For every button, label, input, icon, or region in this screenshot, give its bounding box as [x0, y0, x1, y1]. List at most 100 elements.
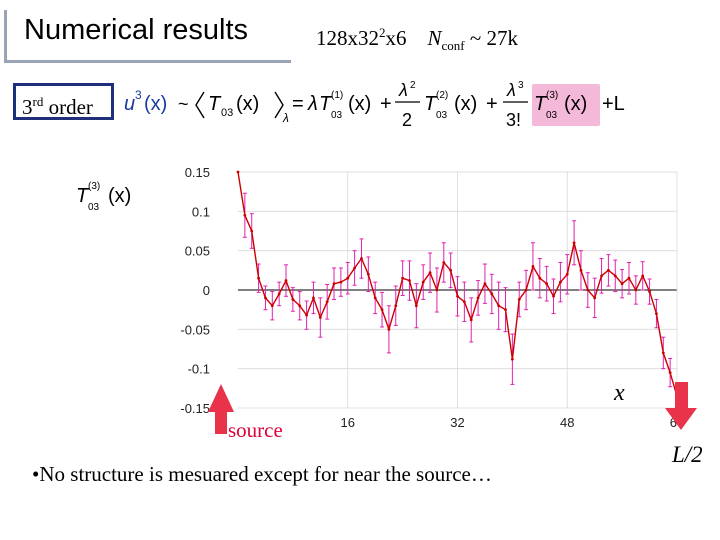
data-point	[449, 268, 453, 272]
data-point	[579, 268, 583, 272]
ylabel-superscript: (3)	[88, 181, 100, 192]
order-label-box: 3rd order	[13, 83, 114, 120]
lattice-exponent: 2	[379, 25, 386, 40]
y-axis-label: T (3) 03 (x)	[76, 181, 131, 213]
x-tick-labels: 16 32 48 64	[341, 415, 685, 430]
expansion-formula: u 3 (x) ~ T 03 (x) λ = λ T (1) 03 (x) + …	[124, 80, 625, 130]
lambda-squared: λ	[398, 80, 408, 100]
data-point	[510, 357, 514, 361]
data-point	[524, 288, 528, 292]
t03-correlator-chart: 0.15 0.1 0.05 0 -0.05 -0.1 -0.15 16 32 48 64	[180, 165, 685, 430]
data-point	[380, 308, 384, 312]
lambda-coefficient: λ	[307, 93, 318, 115]
data-point	[613, 274, 617, 278]
t2-symbol: T	[424, 93, 438, 115]
data-points	[236, 170, 679, 398]
data-point	[236, 170, 240, 174]
ylabel-argument: (x)	[108, 185, 131, 207]
data-point	[504, 308, 507, 312]
t1-subscript: 03	[331, 110, 343, 121]
data-point	[490, 292, 494, 296]
t1-symbol: T	[319, 93, 333, 115]
data-point	[648, 290, 651, 293]
data-point	[366, 272, 370, 276]
third-order-term-highlight	[532, 84, 600, 126]
u-exponent: 3	[135, 88, 142, 102]
u-symbol: u	[124, 93, 135, 115]
data-point	[394, 304, 398, 308]
data-point	[421, 280, 425, 284]
data-point	[264, 296, 267, 300]
data-point	[462, 300, 466, 304]
nconf-subscript: conf	[441, 38, 465, 54]
order-suffix: rd	[32, 94, 44, 109]
data-point	[593, 296, 597, 300]
t3-subscript: 03	[546, 110, 558, 121]
data-point	[318, 316, 322, 319]
lattice-parameters: 128x322x6 Nconf ~ 27k	[316, 25, 518, 54]
data-point	[401, 276, 405, 280]
data-point	[552, 294, 555, 298]
data-point	[558, 280, 562, 284]
x-tick-label: 64	[670, 415, 684, 430]
data-point	[339, 280, 343, 284]
denominator-3: 3!	[506, 110, 521, 130]
t2-subscript: 03	[436, 110, 448, 121]
data-point	[538, 276, 542, 280]
data-point	[545, 282, 549, 286]
data-point	[325, 300, 329, 304]
half-length-label: L/2	[672, 442, 703, 467]
y-tick-label: -0.1	[188, 362, 210, 377]
plus-sign-2: +	[486, 93, 498, 115]
data-point	[298, 304, 302, 308]
t3-superscript: (3)	[546, 90, 558, 101]
x-variable-label: x	[614, 380, 625, 406]
order-number: 3	[22, 95, 33, 119]
y-tick-label: 0.05	[185, 244, 210, 259]
lambda-cubed-exponent: 3	[518, 80, 524, 91]
y-tick-label: 0.1	[192, 204, 210, 219]
lattice-size-tail: x6	[385, 26, 407, 50]
data-point	[655, 312, 658, 315]
lambda-squared-exponent: 2	[410, 80, 416, 91]
data-point	[408, 279, 411, 282]
y-tick-label: -0.15	[180, 401, 210, 416]
data-point	[360, 257, 363, 260]
data-point	[312, 296, 315, 300]
data-point	[305, 313, 308, 317]
data-point	[353, 266, 357, 270]
title-underline-frame	[4, 10, 291, 63]
x-tick-label: 48	[560, 415, 574, 430]
nconf-value: ~ 27k	[469, 26, 518, 50]
data-point	[661, 351, 665, 355]
ylabel-subscript: 03	[88, 202, 100, 213]
expectation-lambda-subscript: λ	[282, 111, 289, 125]
data-point	[641, 274, 645, 278]
x-tick-label: 32	[450, 415, 464, 430]
data-point	[435, 288, 439, 292]
data-point	[607, 268, 610, 272]
data-point	[675, 394, 679, 398]
denominator-2: 2	[402, 110, 412, 130]
t-symbol: T	[208, 93, 222, 115]
data-point	[291, 298, 295, 301]
expectation-brackets	[195, 91, 284, 119]
data-point	[277, 292, 281, 296]
data-point	[476, 296, 480, 300]
data-point	[414, 304, 418, 308]
data-point	[373, 296, 377, 300]
plus-sign-1: +	[380, 93, 392, 115]
t3-argument: (x)	[564, 93, 587, 115]
sim-sign: ~	[178, 94, 189, 114]
data-point	[634, 288, 638, 292]
data-point	[483, 282, 487, 286]
u3-term: u 3 (x)	[124, 88, 167, 115]
t2-argument: (x)	[454, 93, 477, 115]
data-point	[531, 265, 535, 268]
y-tick-label: -0.05	[180, 322, 210, 337]
data-point	[332, 282, 336, 286]
equals-sign: =	[292, 93, 304, 115]
u-argument: (x)	[144, 93, 167, 115]
t2-superscript: (2)	[436, 90, 448, 101]
t-subscript: 03	[221, 107, 233, 119]
